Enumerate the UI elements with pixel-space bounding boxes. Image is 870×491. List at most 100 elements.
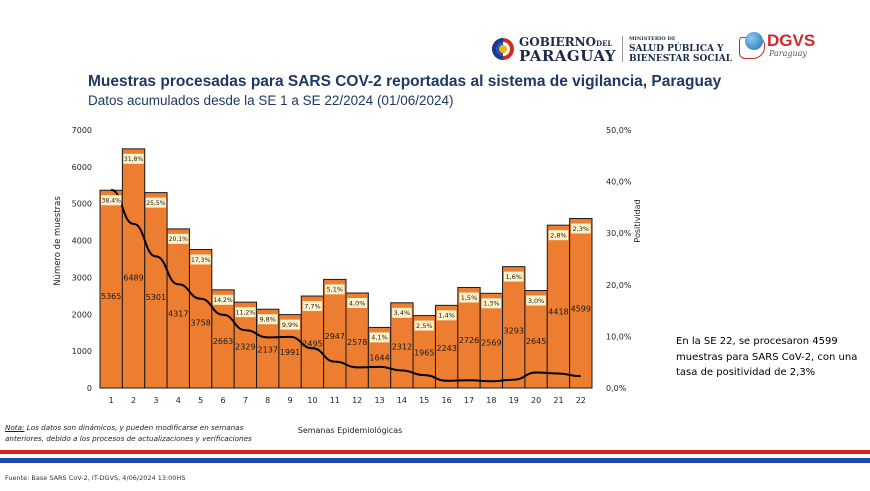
bar-value-label: 1644 bbox=[369, 354, 389, 363]
y-axis-right: 0,0% 10,0% 20,0% 30,0% 40,0% 50,0% bbox=[606, 126, 632, 393]
positivity-label-text: 1,3% bbox=[483, 300, 500, 308]
flag-stripe-blue bbox=[0, 458, 870, 463]
bar-value-label: 4418 bbox=[548, 308, 568, 317]
x-tick-label: 4 bbox=[176, 396, 181, 405]
positivity-label-box bbox=[101, 195, 122, 206]
x-tick-label: 14 bbox=[397, 396, 407, 405]
y-tick-label: 7000 bbox=[72, 126, 92, 135]
positivity-label-week-2: 31,8% bbox=[123, 153, 144, 164]
dgvs-subtitle: Paraguay bbox=[769, 49, 807, 58]
positivity-label-text: 31,8% bbox=[124, 155, 143, 163]
y-tick-label: 4000 bbox=[72, 237, 92, 246]
positivity-label-box bbox=[503, 271, 524, 282]
source-text: Fuente: Base SARS CoV-2, IT-DGVS, 4/06/2… bbox=[5, 474, 186, 482]
bar-value-label: 2137 bbox=[258, 346, 278, 355]
x-tick-label: 5 bbox=[198, 396, 203, 405]
logo-ministerio-line1: SALUD PÚBLICA Y bbox=[628, 44, 724, 54]
positivity-label-box bbox=[481, 298, 502, 309]
bar-value-label: 3293 bbox=[504, 326, 524, 335]
positivity-label-text: 14,2% bbox=[213, 296, 232, 304]
x-tick-label: 13 bbox=[374, 396, 384, 405]
positivity-label-week-10: 7,7% bbox=[302, 301, 323, 312]
positivity-label-week-13: 4,1% bbox=[369, 332, 390, 343]
bar-value-label: 2645 bbox=[526, 337, 546, 346]
bar-value-label: 1965 bbox=[414, 348, 434, 357]
gobierno-paraguay-logo: GOBIERNODEL PARAGUAY MINISTERIO DE SALUD… bbox=[492, 33, 732, 65]
bar-value-label: 5301 bbox=[146, 293, 166, 302]
positivity-label-text: 9,9% bbox=[282, 321, 299, 329]
positivity-label-box bbox=[548, 230, 569, 241]
x-tick-label: 3 bbox=[153, 396, 158, 405]
bar-week-22 bbox=[569, 217, 593, 389]
positivity-label-box bbox=[436, 310, 457, 321]
x-tick-label: 19 bbox=[509, 396, 519, 405]
positivity-label-week-21: 2,8% bbox=[548, 230, 569, 241]
x-tick-label: 7 bbox=[243, 396, 248, 405]
y2-axis-title: Positividad bbox=[633, 199, 642, 242]
positivity-label-box bbox=[212, 294, 234, 305]
positivity-label-text: 17,3% bbox=[191, 256, 210, 264]
positivity-label-week-6: 14,2% bbox=[212, 294, 234, 305]
positivity-label-text: 4,0% bbox=[349, 299, 366, 307]
bar-value-label: 2243 bbox=[436, 344, 456, 353]
bar-week-21 bbox=[546, 224, 571, 389]
positivity-label-box bbox=[145, 197, 167, 208]
x-tick-label: 1 bbox=[109, 396, 114, 405]
bar-value-label: 4317 bbox=[168, 309, 188, 318]
y-tick-label: 1000 bbox=[72, 347, 92, 356]
positivity-label-text: 38,4% bbox=[102, 197, 121, 205]
bar-value-label: 2947 bbox=[325, 332, 345, 341]
positivity-label-box bbox=[571, 223, 591, 234]
x-tick-label: 12 bbox=[352, 396, 362, 405]
flag-stripe-red bbox=[0, 450, 870, 454]
positivity-label-text: 25,5% bbox=[146, 199, 165, 207]
bar-week-3 bbox=[144, 192, 168, 389]
note-label: Nota: bbox=[5, 423, 25, 432]
globe-icon bbox=[745, 32, 763, 50]
positivity-line bbox=[110, 188, 581, 383]
x-tick-label: 6 bbox=[220, 396, 225, 405]
dgvs-wordmark: DGVS bbox=[767, 31, 816, 50]
positivity-label-box bbox=[392, 307, 412, 318]
positivity-label-week-16: 1,4% bbox=[436, 310, 457, 321]
x-tick-label: 2 bbox=[131, 396, 136, 405]
y-tick-label: 6000 bbox=[72, 163, 92, 172]
positivity-label-week-7: 11,2% bbox=[235, 307, 256, 318]
positivity-label-week-19: 1,6% bbox=[503, 271, 524, 282]
y2-tick-label: 40,0% bbox=[606, 178, 632, 187]
positivity-label-week-4: 20,1% bbox=[168, 233, 189, 244]
x-tick-label: 11 bbox=[330, 396, 340, 405]
x-tick-label: 21 bbox=[553, 396, 563, 405]
note-text: Los datos son dinámicos, y pueden modifi… bbox=[5, 423, 252, 443]
y2-tick-label: 50,0% bbox=[606, 126, 632, 135]
y-tick-label: 0 bbox=[87, 384, 92, 393]
positivity-label-text: 3,4% bbox=[394, 309, 411, 317]
x-tick-label: 17 bbox=[464, 396, 474, 405]
chart-subtitle: Datos acumulados desde la SE 1 a SE 22/2… bbox=[88, 93, 454, 108]
summary-callout: En la SE 22, se procesaron 4599 muestras… bbox=[676, 336, 858, 378]
bar-value-label: 2312 bbox=[392, 343, 412, 352]
bar-week-1 bbox=[99, 189, 123, 389]
bar-value-label: 6489 bbox=[123, 273, 143, 282]
chart-title: Muestras procesadas para SARS COV-2 repo… bbox=[88, 73, 722, 90]
positivity-labels: 38,4% 31,8% 25,5% 20,1% 17,3% 14,2% 11,2% 9,8% 9… bbox=[101, 153, 591, 343]
positivity-label-box bbox=[459, 292, 479, 303]
y-tick-label: 2000 bbox=[72, 310, 92, 319]
positivity-label-week-14: 3,4% bbox=[392, 307, 412, 318]
x-tick-label: 18 bbox=[486, 396, 496, 405]
positivity-label-box bbox=[347, 297, 367, 308]
bar-value-label: 5365 bbox=[101, 292, 121, 301]
y-axis-left: 0 1000 2000 3000 4000 5000 6000 7000 bbox=[72, 126, 92, 393]
positivity-label-box bbox=[235, 307, 256, 318]
positivity-label-week-8: 9,8% bbox=[257, 314, 278, 325]
positivity-label-text: 11,2% bbox=[236, 308, 255, 316]
positivity-label-text: 1,4% bbox=[438, 312, 455, 320]
flag-stripe-white bbox=[0, 454, 870, 458]
y-axis-title: Número de muestras bbox=[53, 196, 63, 286]
bar-value-label: 2726 bbox=[459, 336, 479, 345]
logo-gobierno-text: GOBIERNO bbox=[519, 34, 596, 49]
data-note: Nota: Los datos son dinámicos, y pueden … bbox=[5, 422, 267, 444]
x-tick-label: 10 bbox=[307, 396, 317, 405]
